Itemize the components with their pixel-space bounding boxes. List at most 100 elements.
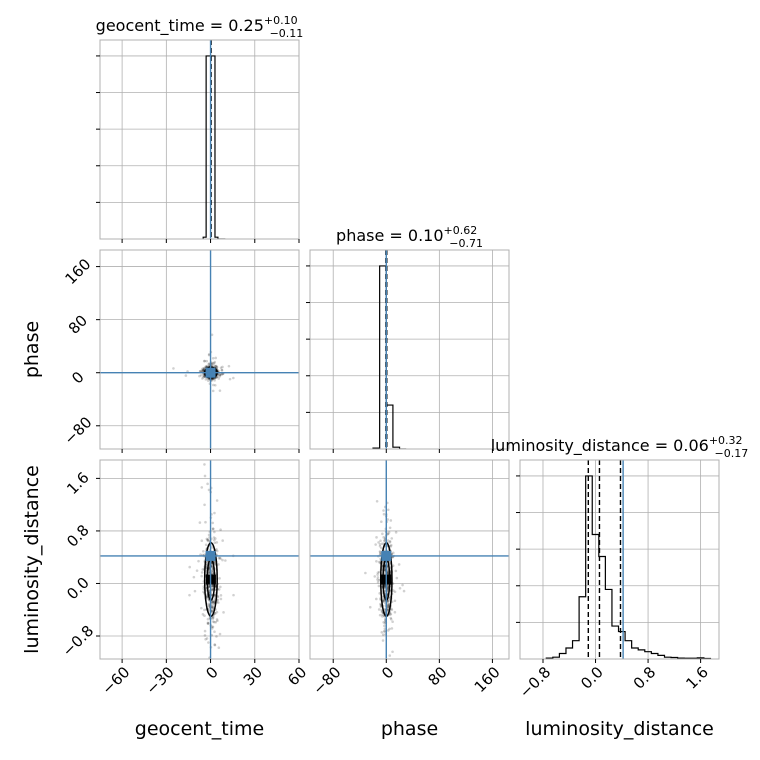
scatter-point — [382, 512, 386, 516]
scatter-point — [394, 531, 398, 534]
scatter-point — [201, 568, 205, 571]
scatter-point — [211, 600, 214, 604]
scatter-point — [213, 379, 216, 382]
title-luminosity_distance: luminosity_distance = 0.06+0.32 −0.17 — [491, 434, 749, 460]
scatter-point — [380, 520, 383, 523]
scatter-point — [394, 569, 398, 573]
scatter-point — [211, 600, 215, 604]
scatter-point — [210, 627, 214, 630]
scatter-point — [217, 646, 221, 650]
scatter-point — [188, 565, 192, 569]
ylabel-phase: phase — [21, 321, 43, 378]
scatter-point — [377, 541, 380, 544]
scatter-point — [387, 605, 390, 609]
scatter-point — [212, 536, 216, 539]
scatter-point — [216, 598, 219, 602]
scatter-point — [383, 624, 386, 628]
scatter-point — [390, 608, 394, 612]
scatter-point — [213, 643, 217, 646]
scatter-point — [380, 615, 384, 618]
scatter-point — [378, 551, 382, 554]
panel-phase-vs-luminosity_distance — [309, 459, 510, 712]
scatter-point — [210, 565, 214, 568]
x-tick-label: 0 — [202, 663, 221, 682]
axes-frame — [309, 459, 510, 660]
scatter-point — [382, 599, 385, 603]
scatter-point — [172, 367, 175, 370]
scatter-point — [207, 445, 210, 448]
scatter-point — [393, 599, 397, 603]
scatter-point — [205, 359, 209, 363]
scatter-point — [227, 364, 231, 368]
scatter-point — [386, 518, 389, 521]
scatter-point — [401, 583, 404, 587]
scatter-point — [390, 537, 394, 540]
scatter-point — [381, 708, 384, 711]
scatter-point — [215, 365, 219, 369]
scatter-point — [218, 556, 222, 560]
scatter-point — [213, 630, 216, 633]
scatter-point — [198, 521, 202, 524]
scatter-point — [204, 637, 207, 641]
title-phase: phase = 0.10+0.62 −0.71 — [336, 224, 483, 250]
scatter-point — [193, 589, 197, 593]
scatter-point — [386, 709, 389, 712]
scatter-point — [390, 607, 393, 611]
x-tick-label: −0.8 — [516, 663, 554, 701]
panel-geocent_time: geocent_time = 0.25+0.10 −0.11 — [96, 14, 303, 243]
scatter-point — [389, 543, 393, 547]
scatter-point — [214, 537, 217, 540]
scatter-point — [213, 643, 217, 647]
scatter-point — [207, 571, 211, 574]
scatter-point — [206, 617, 210, 621]
y-tick-label: −80 — [60, 413, 95, 448]
scatter-point — [195, 569, 199, 572]
scatter-point — [378, 543, 382, 546]
scatter-point — [217, 563, 220, 566]
scatter-geocent_time-luminosity_distance — [100, 445, 299, 659]
scatter-point — [213, 383, 217, 387]
scatter-point — [397, 563, 401, 566]
scatter-point — [207, 362, 211, 366]
scatter-point — [393, 590, 397, 594]
scatter-point — [215, 549, 219, 553]
scatter-point — [205, 594, 209, 597]
scatter-point — [201, 368, 205, 372]
scatter-point — [203, 629, 207, 633]
scatter-point — [203, 608, 206, 612]
scatter-point — [202, 549, 205, 553]
scatter-point — [381, 613, 384, 616]
scatter-point — [207, 641, 210, 644]
scatter-point — [388, 526, 392, 530]
axes-frame — [309, 249, 510, 450]
scatter-point — [382, 509, 385, 512]
scatter-point — [212, 599, 215, 603]
scatter-point — [218, 577, 221, 580]
scatter-point — [207, 621, 210, 625]
scatter-point — [219, 597, 223, 601]
scatter-point — [388, 613, 392, 616]
scatter-point — [210, 361, 214, 365]
scatter-point — [373, 575, 377, 578]
scatter-point — [375, 536, 378, 539]
scatter-point — [198, 374, 201, 378]
scatter-point — [386, 539, 390, 542]
scatter-point — [402, 589, 406, 593]
scatter-point — [380, 630, 384, 634]
scatter-point — [203, 614, 206, 618]
scatter-point — [205, 595, 209, 598]
scatter-point — [381, 633, 385, 637]
scatter-point — [206, 622, 210, 625]
scatter-point — [210, 378, 214, 381]
scatter-point — [210, 546, 214, 549]
scatter-point — [213, 360, 217, 364]
scatter-point — [214, 612, 217, 615]
truth-marker — [381, 550, 392, 561]
scatter-point — [216, 619, 219, 623]
scatter-point — [203, 503, 206, 507]
scatter-point — [210, 588, 214, 592]
scatter-point — [391, 650, 394, 654]
scatter-point — [213, 561, 217, 564]
scatter-point — [212, 538, 216, 542]
histogram-geocent_time — [202, 40, 226, 239]
